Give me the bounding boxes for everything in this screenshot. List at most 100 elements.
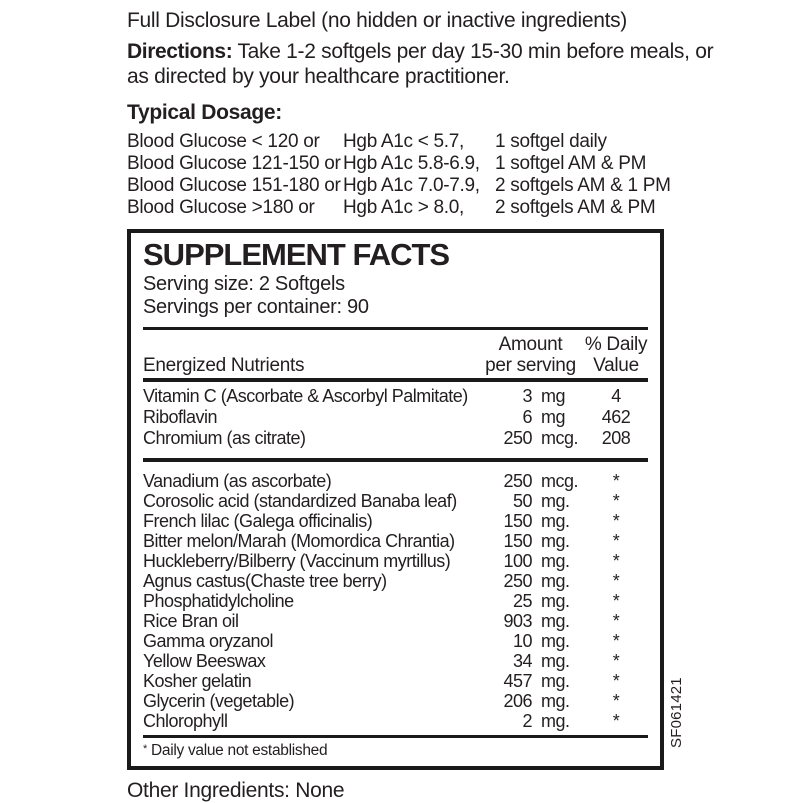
dosage-dose: 1 softgel daily	[495, 131, 607, 152]
nutrient-amount: 6	[522, 407, 532, 427]
nutrient-dv: *	[612, 691, 620, 711]
dv-header-line2: Value	[593, 355, 639, 376]
nutrient-unit: mg.	[541, 491, 570, 511]
nutrient-dv: *	[612, 711, 620, 731]
typical-dosage-heading: Typical Dosage:	[127, 101, 282, 124]
nutrient-row: Rice Bran oil 903 mg. *	[143, 611, 648, 631]
amount-header-line2: per serving	[485, 355, 576, 376]
other-nutrients-section: Vanadium (as ascorbate) 250 mcg. * Coros…	[143, 471, 648, 731]
footnote: * Daily value not established	[143, 741, 648, 760]
nutrient-unit: mg.	[541, 691, 570, 711]
nutrient-name: Rice Bran oil	[143, 611, 239, 631]
directions-text: Take 1-2 softgels per day 15-30 min befo…	[127, 40, 714, 88]
dosage-glucose: Blood Glucose 151-180 or	[127, 175, 341, 196]
nutrient-dv: 462	[601, 407, 631, 427]
nutrient-name: Yellow Beeswax	[143, 651, 266, 671]
nutrient-row: Chromium (as citrate) 250 mcg. 208	[143, 428, 648, 449]
dosage-row: Blood Glucose >180 or Hgb A1c > 8.0, 2 s…	[127, 197, 719, 219]
servings-per-container: Servings per container: 90	[143, 296, 369, 318]
dosage-row: Blood Glucose 151-180 or Hgb A1c 7.0-7.9…	[127, 175, 719, 197]
column-headers: Energized Nutrients Amount per serving %…	[143, 334, 648, 376]
nutrient-dv: *	[612, 611, 620, 631]
serving-size: Serving size: 2 Softgels	[143, 273, 345, 295]
nutrient-row: Kosher gelatin 457 mg. *	[143, 671, 648, 691]
nutrient-row: Huckleberry/Bilberry (Vaccinum myrtillus…	[143, 551, 648, 571]
nutrient-amount: 150	[503, 531, 532, 551]
dosage-row: Blood Glucose 121-150 or Hgb A1c 5.8-6.9…	[127, 153, 719, 175]
nutrients-column-header: Energized Nutrients	[143, 355, 305, 376]
nutrient-amount: 3	[522, 386, 532, 406]
nutrient-name: Vitamin C (Ascorbate & Ascorbyl Palmitat…	[143, 386, 468, 406]
divider	[143, 378, 648, 382]
nutrient-dv: *	[612, 551, 620, 571]
nutrient-row: Agnus castus(Chaste tree berry) 250 mg. …	[143, 571, 648, 591]
nutrient-unit: mg	[541, 386, 566, 406]
nutrient-amount: 903	[503, 611, 532, 631]
nutrient-name: Riboflavin	[143, 407, 218, 427]
dosage-dose: 2 softgels AM & PM	[495, 197, 656, 218]
divider	[143, 458, 648, 462]
panel-title: SUPPLEMENT FACTS	[143, 237, 450, 272]
nutrient-row: Riboflavin 6 mg 462	[143, 407, 648, 428]
directions-paragraph: Directions: Take 1-2 softgels per day 15…	[127, 39, 715, 89]
nutrient-dv: *	[612, 631, 620, 651]
nutrient-amount: 2	[522, 711, 532, 731]
nutrient-dv: 4	[611, 386, 621, 406]
nutrient-name: French lilac (Galega officinalis)	[143, 511, 373, 531]
dosage-glucose: Blood Glucose 121-150 or	[127, 153, 341, 174]
dosage-hgb: Hgb A1c > 8.0,	[343, 197, 464, 218]
nutrient-dv: *	[612, 671, 620, 691]
nutrient-name: Gamma oryzanol	[143, 631, 274, 651]
footnote-asterisk: *	[143, 743, 147, 755]
supplement-facts-panel: SUPPLEMENT FACTS Serving size: 2 Softgel…	[127, 229, 664, 770]
dosage-glucose: Blood Glucose < 120 or	[127, 131, 320, 152]
nutrient-unit: mg.	[541, 631, 570, 651]
nutrient-row: Chlorophyll 2 mg. *	[143, 711, 648, 731]
nutrient-row: Vanadium (as ascorbate) 250 mcg. *	[143, 471, 648, 491]
divider	[143, 327, 648, 330]
nutrient-unit: mg.	[541, 611, 570, 631]
nutrient-dv: *	[612, 511, 620, 531]
nutrient-amount: 34	[512, 651, 533, 671]
nutrient-row: Corosolic acid (standardized Banaba leaf…	[143, 491, 648, 511]
nutrient-unit: mg.	[541, 651, 570, 671]
dv-header-line1: % Daily	[584, 334, 648, 355]
nutrient-name: Chlorophyll	[143, 711, 228, 731]
nutrient-name: Corosolic acid (standardized Banaba leaf…	[143, 491, 457, 511]
nutrient-name: Agnus castus(Chaste tree berry)	[143, 571, 387, 591]
nutrient-amount: 50	[512, 491, 533, 511]
nutrient-amount: 25	[512, 591, 533, 611]
nutrient-dv: 208	[601, 428, 631, 448]
nutrient-unit: mg.	[541, 671, 570, 691]
nutrient-dv: *	[612, 651, 620, 671]
divider	[143, 735, 648, 738]
nutrient-name: Kosher gelatin	[143, 671, 252, 691]
nutrient-dv: *	[612, 491, 620, 511]
nutrient-amount: 250	[503, 471, 532, 491]
label-content: Full Disclosure Label (no hidden or inac…	[127, 8, 719, 803]
directions-label: Directions:	[127, 40, 233, 63]
nutrient-dv: *	[612, 591, 620, 611]
dv-column-header: % Daily Value	[584, 334, 648, 376]
nutrient-name: Chromium (as citrate)	[143, 428, 306, 448]
nutrient-row: Bitter melon/Marah (Momordica Chrantia) …	[143, 531, 648, 551]
nutrient-name: Phosphatidylcholine	[143, 591, 294, 611]
dosage-hgb: Hgb A1c 7.0-7.9,	[343, 175, 480, 196]
nutrient-name: Bitter melon/Marah (Momordica Chrantia)	[143, 531, 455, 551]
nutrient-name: Glycerin (vegetable)	[143, 691, 295, 711]
dosage-hgb: Hgb A1c 5.8-6.9,	[343, 153, 480, 174]
nutrient-dv: *	[612, 471, 620, 491]
nutrient-unit: mg.	[541, 711, 570, 731]
nutrient-unit: mg.	[541, 591, 570, 611]
amount-header-line1: Amount	[498, 334, 563, 355]
nutrient-amount: 150	[503, 511, 532, 531]
nutrient-unit: mg.	[541, 571, 570, 591]
amount-column-header: Amount per serving	[477, 334, 584, 376]
side-code: SF061421	[668, 677, 685, 748]
nutrient-unit: mg	[541, 407, 566, 427]
dosage-row: Blood Glucose < 120 or Hgb A1c < 5.7, 1 …	[127, 131, 719, 153]
dosage-dose: 1 softgel AM & PM	[495, 153, 647, 174]
nutrient-unit: mg.	[541, 511, 570, 531]
dosage-dose: 2 softgels AM & 1 PM	[495, 175, 671, 196]
nutrient-amount: 100	[503, 551, 532, 571]
